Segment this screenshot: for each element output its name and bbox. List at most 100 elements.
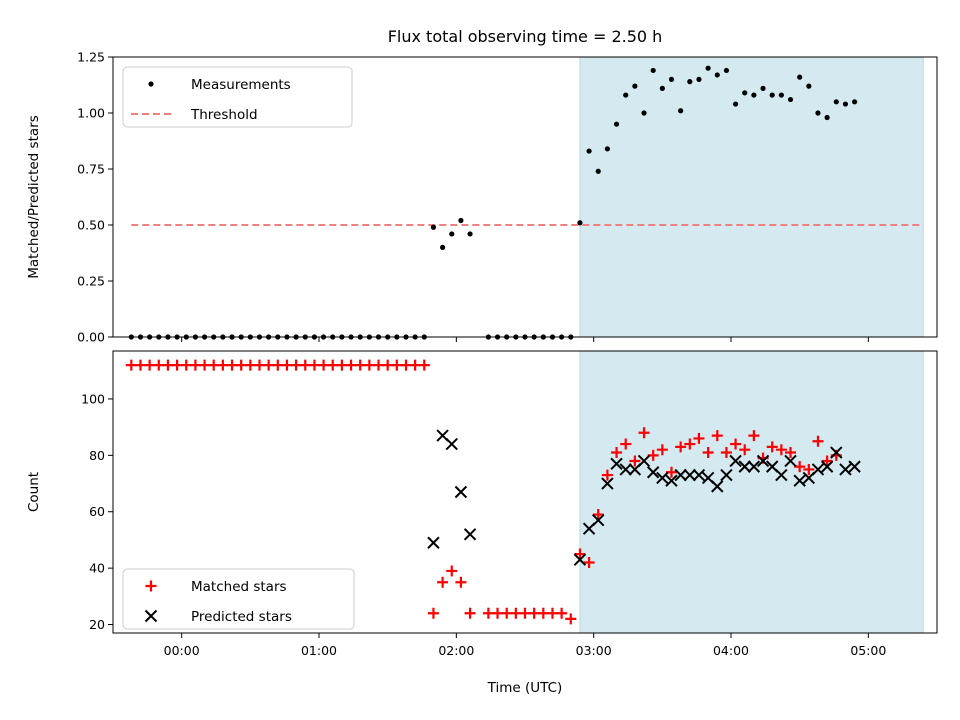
- matched-point: [629, 455, 641, 467]
- legend-label: Measurements: [191, 77, 291, 93]
- bottom-axes: 20 40 60 80 100 00:00 01:00 02:00 03:00 04:00 05:0…: [26, 350, 938, 696]
- legend: Matched stars Predicted stars: [122, 568, 355, 630]
- measurement-point: [577, 220, 583, 226]
- measurement-point: [668, 76, 675, 82]
- measurement-point: [595, 168, 601, 174]
- x-tick-label: 05:00: [850, 643, 886, 658]
- measurement-point: [604, 146, 611, 152]
- matched-point: [739, 444, 751, 456]
- predicted-point: [720, 468, 733, 482]
- predicted-point: [573, 553, 587, 566]
- y-axis-label: Count: [26, 472, 42, 512]
- predicted-point: [848, 460, 861, 473]
- matched-point: [730, 438, 742, 450]
- matched-point: [565, 613, 577, 625]
- observing-window-shade: [579, 57, 924, 337]
- axes-frame: [112, 350, 938, 634]
- matched-point: [821, 455, 833, 467]
- predicted-point: [820, 460, 834, 473]
- predicted-point: [683, 468, 697, 482]
- series-predicted-stars: [427, 429, 861, 566]
- measurement-point: [650, 67, 656, 74]
- measurement-point: [732, 101, 739, 107]
- matched-point: [803, 463, 815, 475]
- predicted-point: [775, 468, 788, 482]
- matched-point: [665, 466, 677, 478]
- predicted-point: [692, 468, 706, 482]
- matched-point: [766, 441, 778, 453]
- predicted-point: [830, 446, 843, 459]
- measurement-point: [440, 244, 446, 250]
- predicted-point: [839, 463, 852, 476]
- measurement-point: [467, 231, 473, 237]
- x-tick-label: 02:00: [438, 643, 474, 658]
- predicted-point: [427, 536, 440, 549]
- matched-point: [748, 430, 760, 442]
- predicted-point: [747, 460, 761, 473]
- matched-point: [785, 447, 797, 459]
- measurement-point: [852, 99, 858, 105]
- legend-label: Threshold: [190, 107, 258, 123]
- series-measurements: [128, 65, 858, 340]
- x-tick-label: 00:00: [164, 643, 200, 658]
- y-tick-label: 20: [89, 617, 105, 632]
- measurement-point: [430, 224, 437, 230]
- measurement-point: [815, 110, 821, 116]
- measurement-point: [714, 72, 720, 78]
- matched-point: [583, 557, 595, 568]
- chart-title: Flux total observing time = 2.50 h: [388, 27, 663, 46]
- measurement-point: [787, 96, 794, 103]
- measurement-point: [696, 76, 702, 82]
- legend-label: Predicted stars: [191, 609, 292, 625]
- x-tick-label: 04:00: [713, 643, 749, 658]
- matched-point: [711, 430, 723, 442]
- measurement-point: [824, 114, 830, 121]
- measurement-point: [842, 101, 849, 107]
- measurement-point: [760, 85, 766, 91]
- legend-label: Matched stars: [191, 579, 287, 595]
- y-tick-label: 0.25: [77, 274, 105, 289]
- matched-point: [702, 447, 714, 459]
- legend-predicted-marker: [144, 609, 158, 623]
- predicted-point: [637, 454, 651, 468]
- measurement-point: [687, 79, 693, 85]
- measurement-point: [659, 85, 665, 91]
- matched-point: [720, 447, 732, 459]
- measurement-point: [751, 92, 757, 98]
- legend-box: [122, 568, 355, 630]
- predicted-point: [674, 468, 687, 482]
- predicted-point: [601, 477, 614, 490]
- measurement-point: [458, 217, 464, 224]
- matched-point: [656, 444, 668, 456]
- matched-point: [620, 438, 632, 450]
- matched-point: [675, 441, 687, 453]
- measurement-point: [833, 99, 839, 105]
- predicted-point: [729, 454, 742, 468]
- predicted-point: [793, 474, 806, 487]
- matched-point: [592, 509, 604, 521]
- y-tick-label: 1.00: [77, 106, 105, 121]
- x-tick-label: 01:00: [301, 643, 337, 658]
- matched-point: [446, 565, 458, 577]
- predicted-point: [738, 460, 751, 473]
- predicted-point: [784, 454, 797, 468]
- matched-point: [794, 461, 806, 473]
- x-axis-label: Time (UTC): [487, 680, 563, 696]
- matched-point: [556, 607, 568, 619]
- matched-point: [455, 576, 467, 588]
- matched-point: [684, 438, 696, 450]
- series-matched-stars: [125, 359, 842, 625]
- matched-point: [437, 576, 449, 588]
- predicted-point: [610, 457, 623, 471]
- matched-point: [693, 432, 705, 444]
- matched-point: [638, 427, 650, 439]
- measurement-point: [723, 67, 730, 74]
- x-tick-label: 03:00: [576, 643, 612, 658]
- measurement-point: [778, 92, 784, 98]
- y-tick-label: 60: [89, 504, 105, 519]
- top-axes: 0.00 0.25 0.50 0.75 1.00 1.25 Matched/Predicte…: [26, 50, 938, 345]
- measurement-point: [742, 90, 748, 96]
- measurement-point: [623, 92, 629, 98]
- matched-point: [464, 607, 476, 619]
- legend-measurement-marker: [148, 81, 154, 87]
